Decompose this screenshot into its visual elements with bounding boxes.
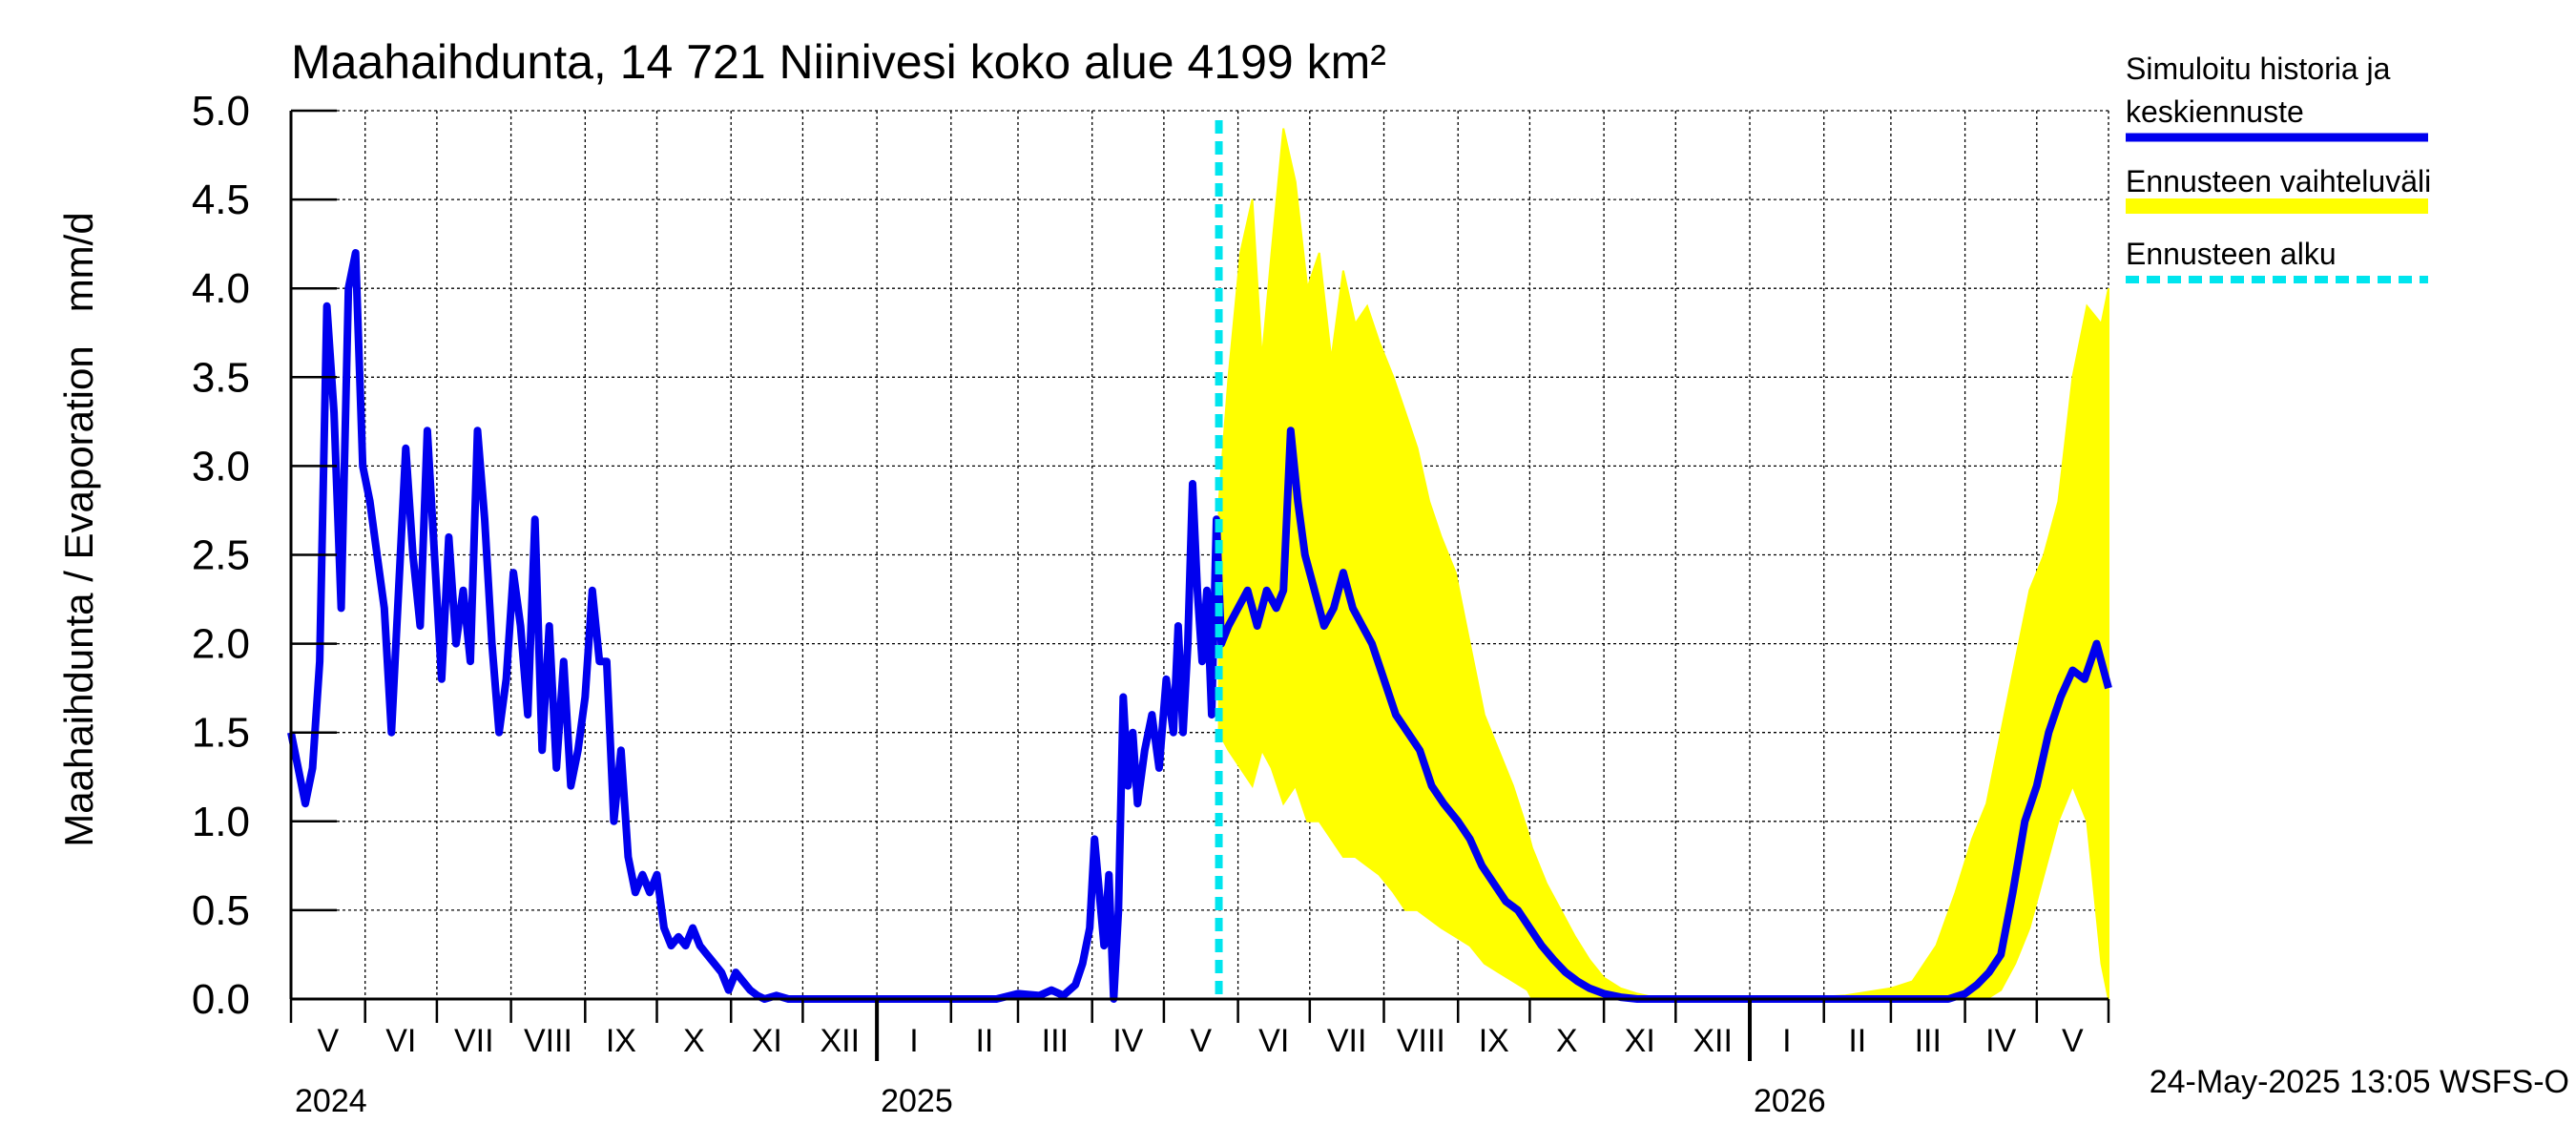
x-month-label: XII <box>1693 1023 1733 1059</box>
x-month-label: I <box>1782 1023 1791 1059</box>
x-month-label: II <box>1848 1023 1866 1059</box>
y-tick-label: 2.5 <box>192 532 250 579</box>
legend-label: Ennusteen alku <box>2126 237 2337 271</box>
x-month-label: IX <box>1479 1023 1509 1059</box>
x-month-label: V <box>1190 1023 1212 1059</box>
x-month-label: VII <box>454 1023 494 1059</box>
x-month-label: II <box>975 1023 993 1059</box>
x-month-label: XI <box>752 1023 782 1059</box>
x-year-label: 2025 <box>881 1083 953 1119</box>
y-tick-label: 4.0 <box>192 265 250 312</box>
x-month-label: VI <box>385 1023 416 1059</box>
x-month-label: XI <box>1625 1023 1655 1059</box>
x-month-label: III <box>1915 1023 1942 1059</box>
forecast-range-area <box>1217 128 2109 1000</box>
y-tick-label: 3.0 <box>192 443 250 489</box>
grid-lines <box>291 110 2109 999</box>
legend-label: Ennusteen vaihteluväli <box>2126 164 2431 198</box>
y-tick-label: 2.0 <box>192 621 250 668</box>
x-month-label: VIII <box>1397 1023 1445 1059</box>
x-year-label: 2026 <box>1754 1083 1826 1119</box>
y-tick-label: 0.0 <box>192 976 250 1023</box>
y-tick-label: 1.5 <box>192 710 250 757</box>
x-month-label: VII <box>1327 1023 1367 1059</box>
x-month-label: X <box>683 1023 705 1059</box>
legend-label: Simuloitu historia ja <box>2126 52 2391 86</box>
x-month-label: X <box>1556 1023 1578 1059</box>
x-year-label: 2024 <box>295 1083 367 1119</box>
y-tick-label: 0.5 <box>192 887 250 934</box>
x-month-label: VI <box>1258 1023 1289 1059</box>
forecast-range-band <box>1217 128 2109 1000</box>
mean-series-line <box>287 249 2112 1003</box>
y-axis-ticks: 0.0 0.5 1.0 1.5 2.0 2.5 3.0 3.5 4.0 4.5 5.0 <box>192 88 337 1023</box>
y-tick-label: 3.5 <box>192 354 250 401</box>
x-month-label: I <box>909 1023 918 1059</box>
x-axis: V VI VII VIII IX X XI XII I II III IV V VI VII VIII IX X X… <box>289 999 2110 1119</box>
x-month-label: IV <box>1985 1023 2016 1059</box>
x-month-label: IV <box>1112 1023 1143 1059</box>
y-tick-label: 5.0 <box>192 88 250 135</box>
x-month-label: IX <box>606 1023 636 1059</box>
axes <box>289 111 2109 1001</box>
legend-label-line2: keskiennuste <box>2126 94 2304 129</box>
chart-title: Maahaihdunta, 14 721 Niinivesi koko alue… <box>291 35 1386 89</box>
x-month-label: V <box>2062 1023 2084 1059</box>
x-month-label: III <box>1042 1023 1069 1059</box>
x-month-label: VIII <box>524 1023 572 1059</box>
y-axis-label: Maahaihdunta / Evaporation mm/d <box>56 212 101 846</box>
x-month-label: XII <box>820 1023 860 1059</box>
legend: Simuloitu historia ja keskiennuste Ennuste… <box>2126 52 2431 283</box>
x-month-label: V <box>318 1023 340 1059</box>
footer-timestamp: 24-May-2025 13:05 WSFS-O <box>2150 1064 2569 1100</box>
mean-series-layer <box>287 249 2112 1003</box>
y-tick-label: 1.0 <box>192 799 250 845</box>
y-tick-label: 4.5 <box>192 177 250 223</box>
